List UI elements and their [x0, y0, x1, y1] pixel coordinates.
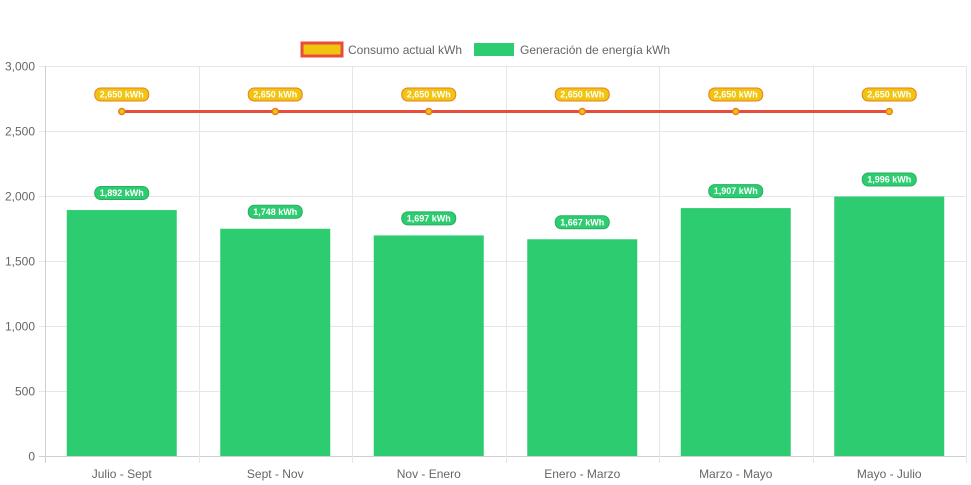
legend-item-generacion[interactable]: Generación de energía kWh	[474, 43, 670, 57]
bar-data-label-bg	[401, 211, 457, 226]
line-data-label-text: 2,650 kWh	[253, 90, 297, 100]
y-tick-label: 500	[15, 385, 35, 399]
x-tick-label: Sept - Nov	[247, 467, 304, 481]
bar-data-label-bg	[94, 186, 150, 201]
line-point	[118, 107, 126, 116]
bar-data-label: 1,996 kWh	[861, 172, 917, 187]
bar-data-label-text: 1,892 kWh	[100, 188, 144, 198]
line-series-consumo	[118, 107, 893, 116]
line-data-label: 2,650 kWh	[554, 87, 610, 102]
line-point	[425, 107, 433, 116]
bar	[834, 196, 945, 456]
line-data-label: 2,650 kWh	[247, 87, 303, 102]
line-data-label-bg	[861, 87, 917, 102]
bar-series-generacion	[66, 196, 945, 456]
bar-data-label-bg	[861, 172, 917, 187]
x-tick-label: Mayo - Julio	[857, 467, 922, 481]
bar-data-label: 1,667 kWh	[554, 215, 610, 230]
line-data-label-bg	[708, 87, 764, 102]
x-tick-label: Marzo - Mayo	[699, 467, 773, 481]
line-point	[885, 107, 893, 116]
bar-data-label: 1,697 kWh	[401, 211, 457, 226]
line-data-label-bg	[247, 87, 303, 102]
y-tick-label: 2,500	[5, 125, 35, 139]
line-data-label-text: 2,650 kWh	[714, 90, 758, 100]
legend-label-generacion: Generación de energía kWh	[520, 43, 670, 57]
bar-data-label-text: 1,748 kWh	[253, 207, 297, 217]
bar-data-label-bg	[708, 184, 764, 199]
bar-data-label-bg	[247, 204, 303, 219]
x-tick-label: Nov - Enero	[397, 467, 461, 481]
line-data-label: 2,650 kWh	[708, 87, 764, 102]
line-data-label-bg	[554, 87, 610, 102]
bar	[680, 208, 791, 456]
grid	[39, 66, 967, 463]
line-data-label: 2,650 kWh	[94, 87, 150, 102]
x-axis: Julio - Sept Sept - Nov Nov - Enero Enero -…	[92, 467, 922, 481]
legend-swatch-generacion	[474, 43, 514, 56]
x-tick-label: Julio - Sept	[92, 467, 153, 481]
bar-data-label-text: 1,907 kWh	[714, 186, 758, 196]
line-data-label-text: 2,650 kWh	[867, 90, 911, 100]
line-point	[732, 107, 740, 116]
bar	[66, 210, 177, 456]
bar-data-label: 1,907 kWh	[708, 184, 764, 199]
legend-item-consumo[interactable]: Consumo actual kWh	[300, 41, 462, 58]
y-tick-label: 1,500	[5, 255, 35, 269]
line-data-label: 2,650 kWh	[401, 87, 457, 102]
bar	[527, 239, 638, 456]
line-data-label-bg	[94, 87, 150, 102]
bar-data-label-text: 1,996 kWh	[867, 175, 911, 185]
line-data-label-text: 2,650 kWh	[407, 90, 451, 100]
bar-data-label: 1,892 kWh	[94, 186, 150, 201]
x-tick-label: Enero - Marzo	[544, 467, 620, 481]
y-tick-label: 1,000	[5, 320, 35, 334]
line-point	[578, 107, 586, 116]
legend: Consumo actual kWh Generación de energía…	[300, 41, 670, 58]
data-labels: 2,650 kWh 2,650 kWh 2,650 kWh 2,650 kWh 2,65…	[94, 87, 917, 230]
bar	[220, 228, 331, 456]
bar-data-label-text: 1,697 kWh	[407, 213, 451, 223]
legend-label-consumo: Consumo actual kWh	[348, 43, 462, 57]
line-data-label-text: 2,650 kWh	[560, 90, 604, 100]
y-tick-label: 3,000	[5, 60, 35, 74]
bar	[373, 235, 484, 456]
line-data-label: 2,650 kWh	[861, 87, 917, 102]
line-point	[271, 107, 279, 116]
bar-data-label: 1,748 kWh	[247, 204, 303, 219]
legend-swatch-consumo	[300, 41, 344, 58]
bar-data-label-text: 1,667 kWh	[560, 217, 604, 227]
line-data-label-text: 2,650 kWh	[100, 90, 144, 100]
y-tick-label: 2,000	[5, 190, 35, 204]
line-data-label-bg	[401, 87, 457, 102]
bar-data-label-bg	[554, 215, 610, 230]
y-axis: 0 500 1,000 1,500 2,000 2,500 3,000	[5, 60, 35, 464]
y-tick-label: 0	[28, 450, 35, 464]
